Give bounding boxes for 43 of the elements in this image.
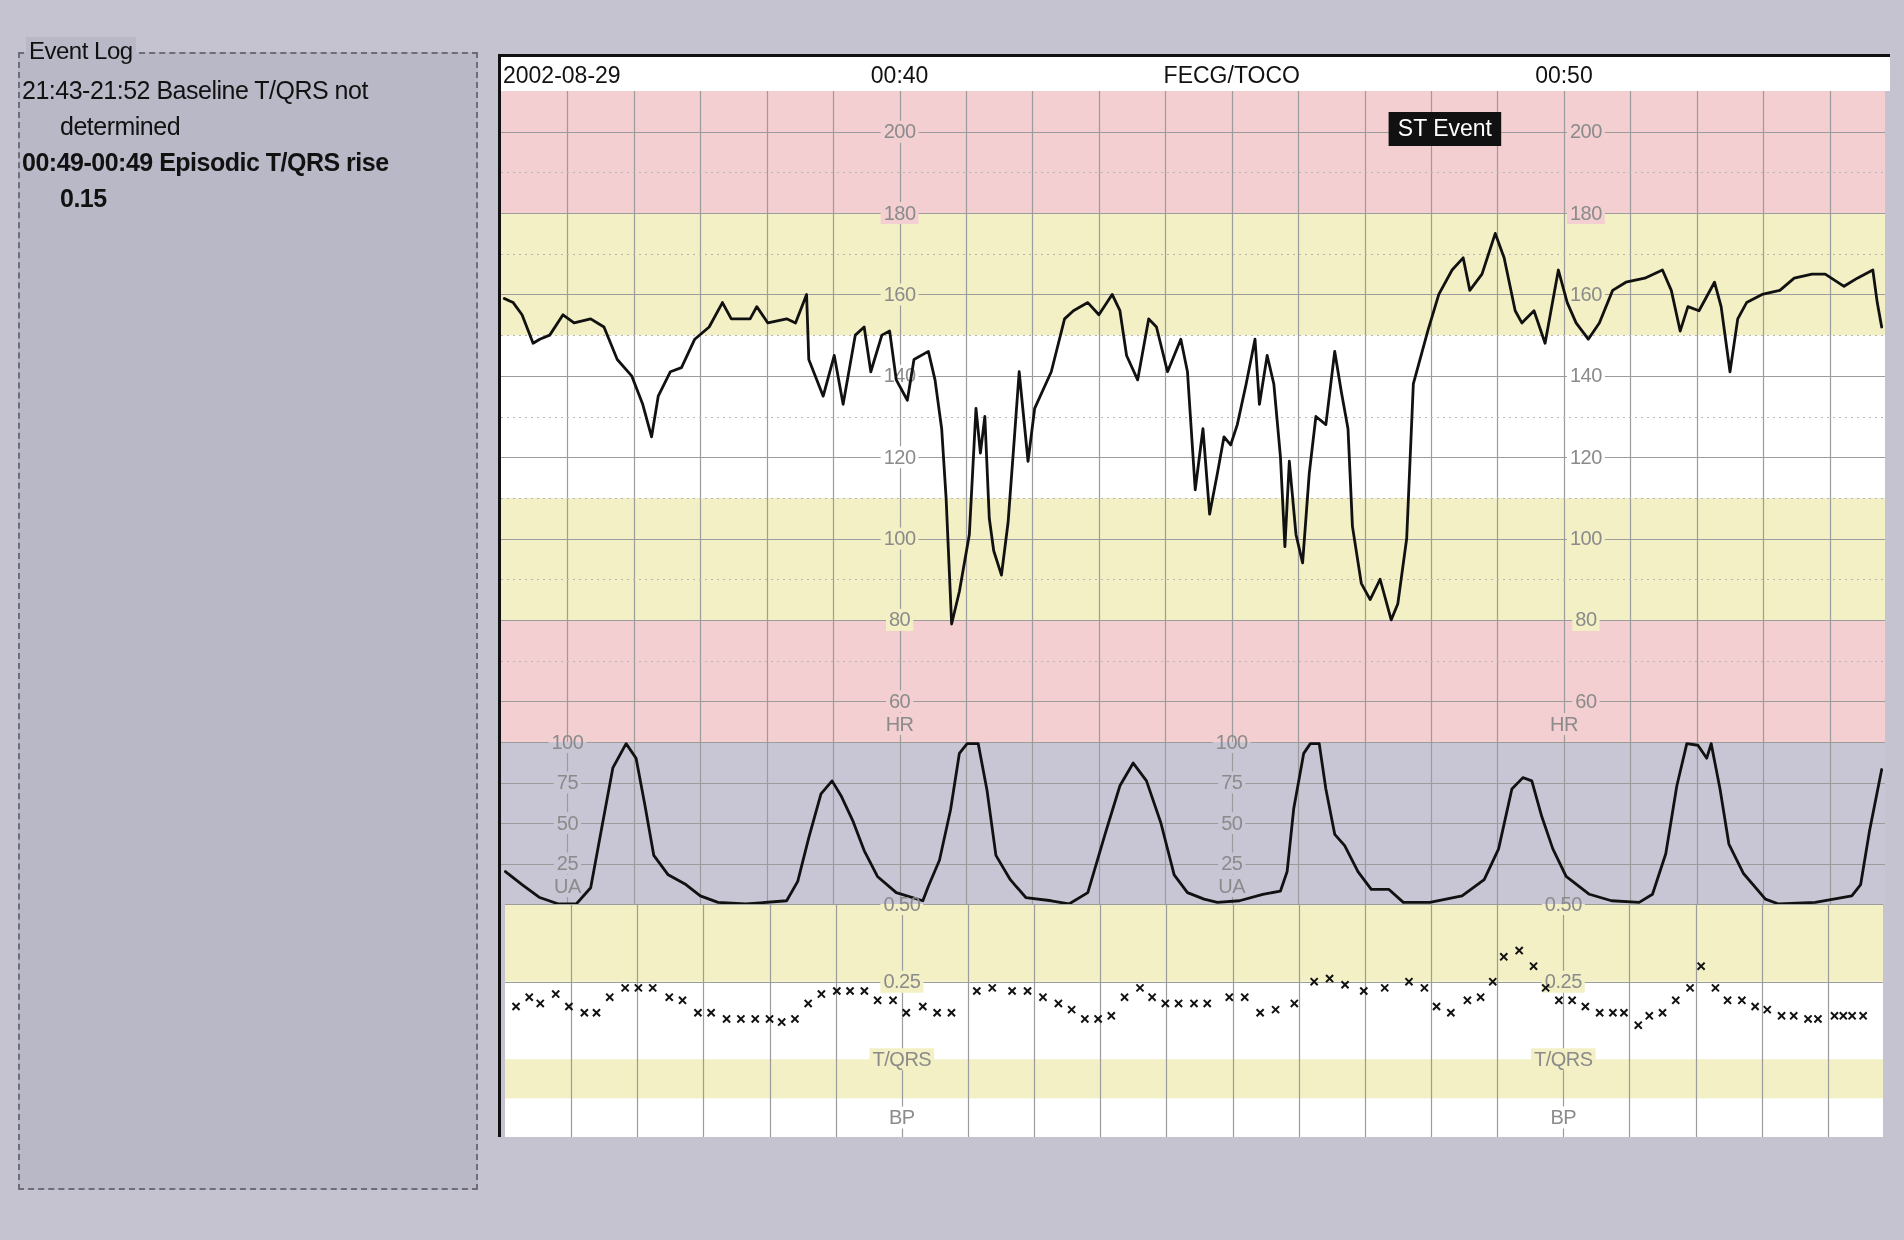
y2-tick-label: 50 xyxy=(1221,811,1243,834)
text: Event Log xyxy=(26,37,136,65)
text: T/QRS xyxy=(1533,1047,1593,1070)
y-tick-label: 120 xyxy=(883,445,916,468)
chart-title: FECG/TOCO xyxy=(1163,61,1300,88)
y2-tick-label: 75 xyxy=(1221,771,1243,794)
y-tick-label: 25 xyxy=(556,852,579,875)
y-axis-title: T/QRS xyxy=(872,1047,932,1070)
text: 00:49-00:49 Episodic T/QRS rise 0.15 xyxy=(22,147,390,214)
y2-tick-label: 120 xyxy=(1569,445,1603,468)
annotation: BP xyxy=(889,1106,915,1129)
y2-tick-label: 200 xyxy=(1569,120,1603,143)
y-axis-title: HR xyxy=(885,712,914,735)
y2-tick-label: 140 xyxy=(1569,364,1603,387)
y-tick-label: 160 xyxy=(883,282,916,305)
y-axis-title: UA xyxy=(554,874,582,897)
y-tick-label: 60 xyxy=(888,689,911,712)
y-tick-label: 50 xyxy=(556,811,579,834)
text: BP xyxy=(1550,1106,1577,1129)
y-tick-label: 75 xyxy=(556,771,579,794)
y-tick-label: 0.25 xyxy=(883,970,921,993)
y2-tick-label: 180 xyxy=(1569,201,1603,224)
x-tick-label: 00:50 xyxy=(1535,61,1593,88)
y2-tick-label: 0.25 xyxy=(1544,970,1583,993)
y-tick-label: 80 xyxy=(888,608,911,631)
y-tick-label: 100 xyxy=(551,730,584,753)
annotation: ST Event xyxy=(1397,115,1493,142)
y2-tick-label: 80 xyxy=(1575,608,1597,631)
text: 2002-08-29 xyxy=(503,61,621,88)
x-tick-label: 00:40 xyxy=(870,61,929,88)
y2-tick-label: 25 xyxy=(1221,852,1243,875)
y-tick-label: 200 xyxy=(883,120,916,143)
y2-tick-label: 100 xyxy=(1569,527,1603,550)
y-tick-label: 0.50 xyxy=(883,892,921,915)
y2-tick-label: 100 xyxy=(1215,730,1249,753)
y2-tick-label: 60 xyxy=(1575,689,1597,712)
y-tick-label: 180 xyxy=(883,201,916,224)
y-tick-label: 100 xyxy=(883,527,916,550)
text: HR xyxy=(1549,712,1578,735)
y2-tick-label: 0.50 xyxy=(1544,892,1583,915)
text: UA xyxy=(1218,874,1246,897)
text: 21:43-21:52 Baseline T/QRS not determined xyxy=(22,75,370,142)
y2-tick-label: 160 xyxy=(1569,282,1603,305)
